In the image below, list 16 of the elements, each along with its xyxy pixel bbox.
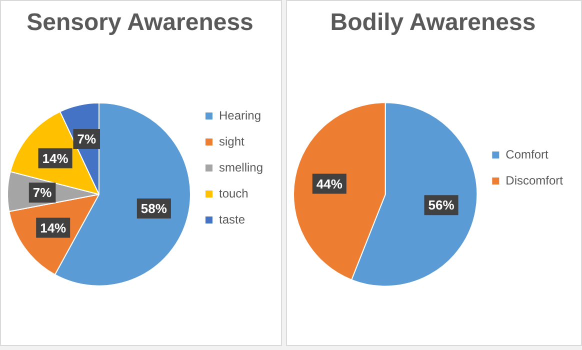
legend-label: Comfort: [506, 147, 549, 162]
legend-label: Hearing: [218, 108, 262, 122]
legend-label: touch: [218, 186, 248, 200]
data-label: 58%: [140, 201, 168, 216]
data-label: 14%: [42, 150, 69, 166]
data-label: 14%: [40, 220, 67, 236]
legend-label: Discomfort: [506, 173, 564, 188]
legend-label: sight: [218, 134, 245, 148]
legend-label: smelling: [218, 160, 263, 174]
legend-label: taste: [218, 212, 246, 226]
data-label: 56%: [428, 198, 455, 213]
chart-title: Bodily Awareness: [330, 9, 536, 36]
data-label: 7%: [32, 185, 52, 200]
chart-title: Sensory Awareness: [26, 9, 254, 36]
data-label: 7%: [77, 132, 96, 147]
data-label: 44%: [316, 176, 343, 192]
